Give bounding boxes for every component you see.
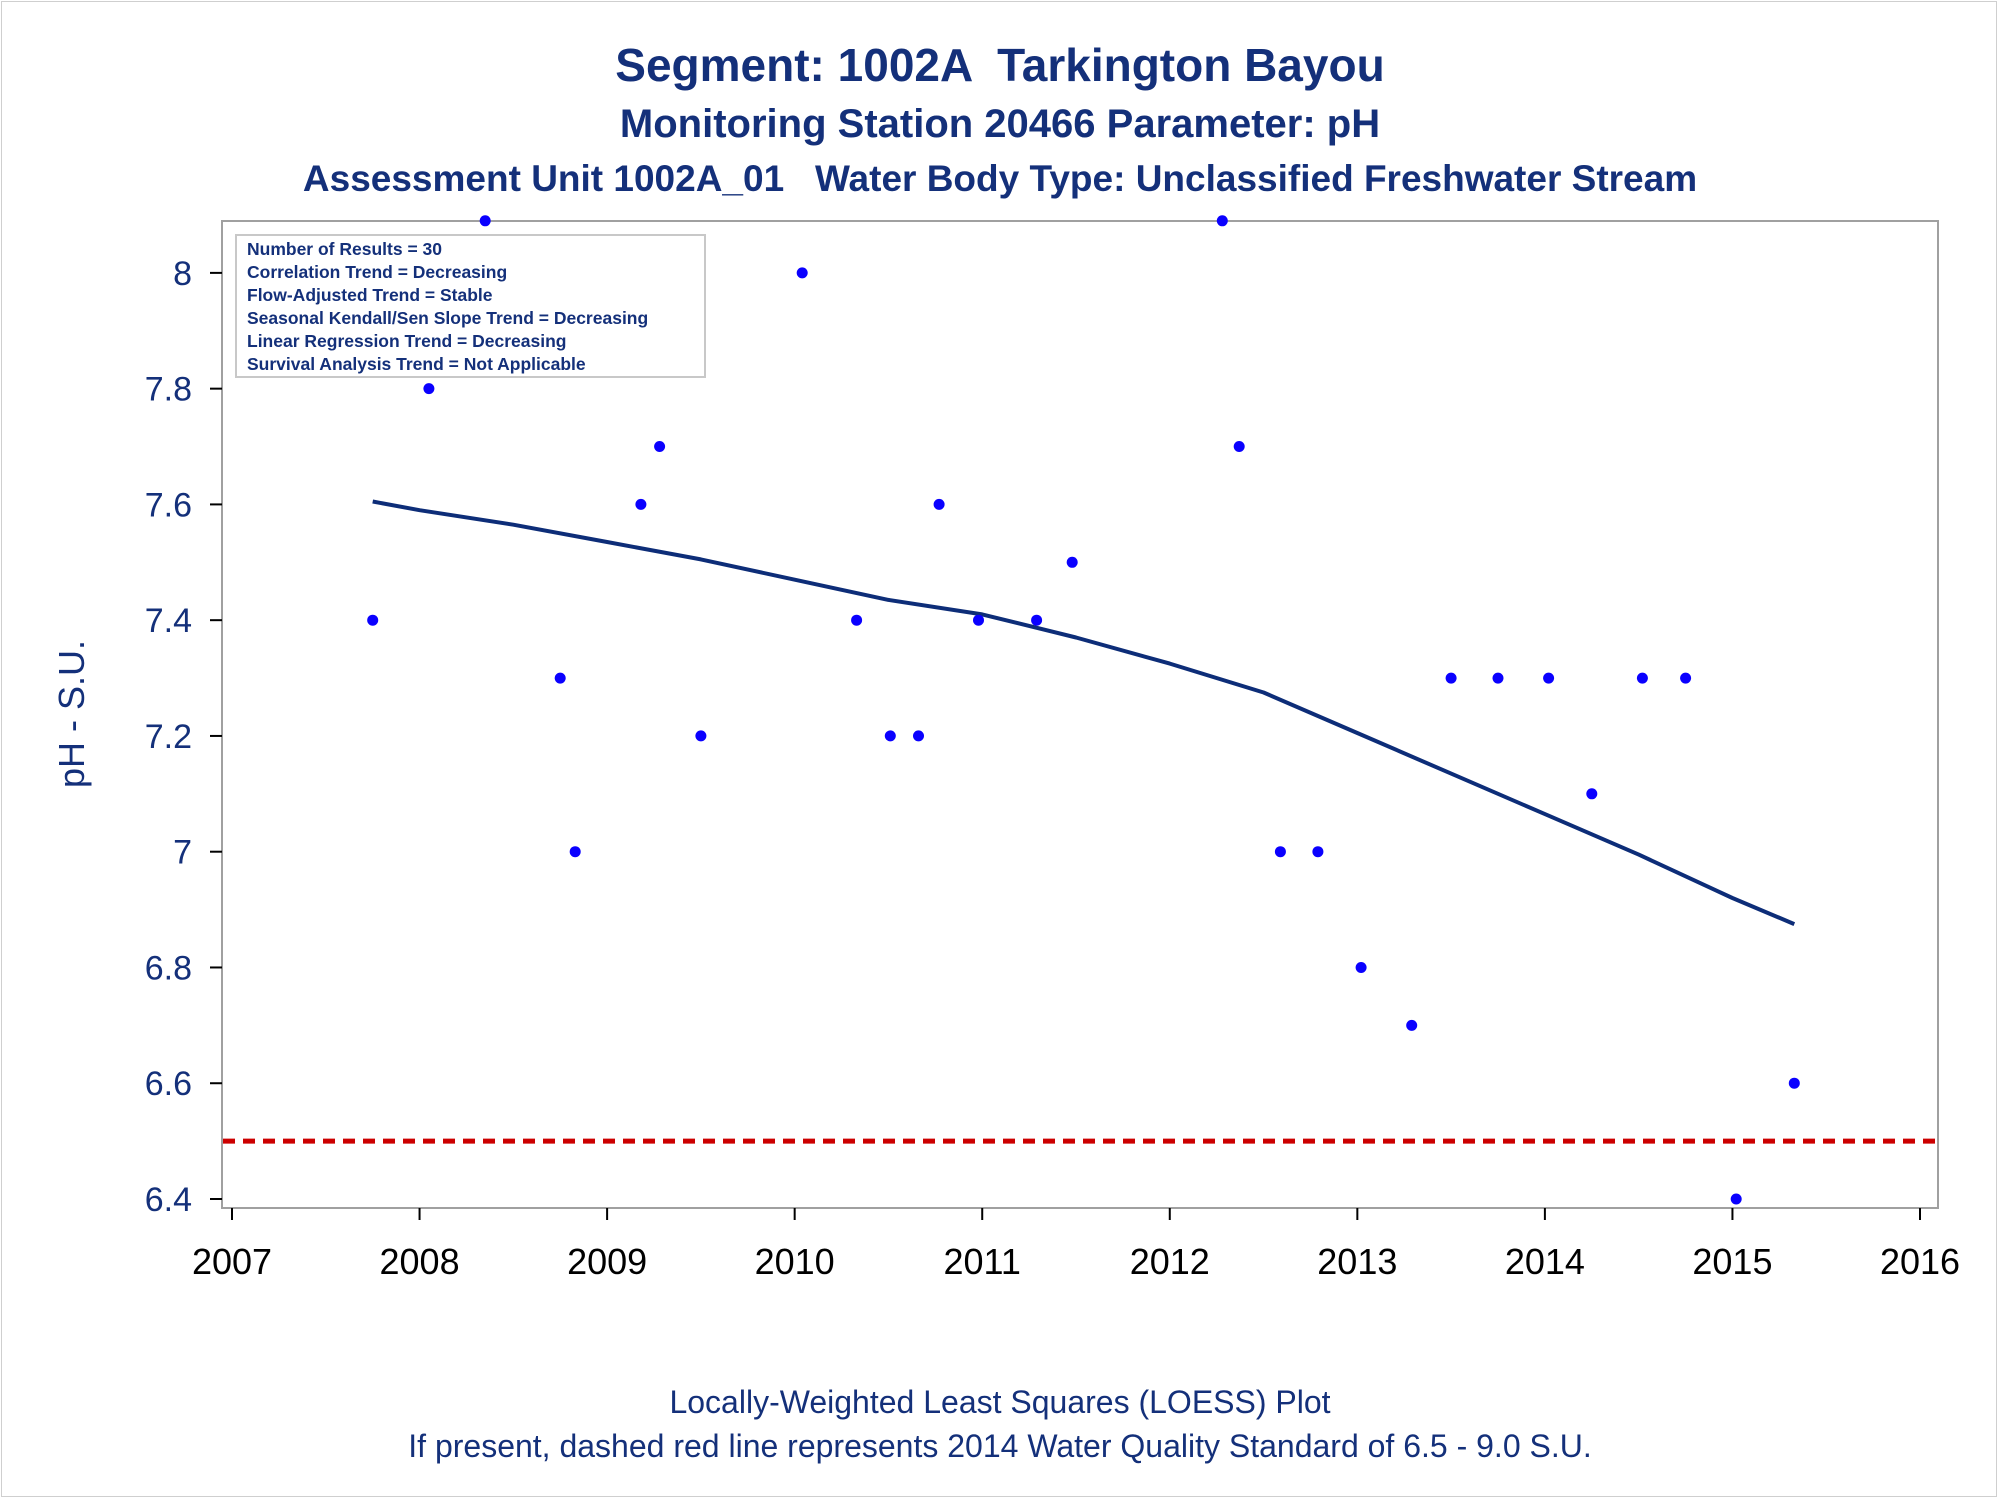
inset-box [235, 234, 706, 378]
data-point [1543, 672, 1555, 684]
data-point [973, 614, 984, 626]
data-point [933, 498, 945, 510]
statistics-inset: Number of Results = 30 Correlation Trend… [235, 234, 706, 378]
data-point [1355, 962, 1367, 973]
inset-line: Survival Analysis Trend = Not Applicable [247, 354, 586, 374]
y-tick-label: 6.6 [145, 1065, 192, 1103]
data-point [1066, 556, 1078, 568]
y-tick-label: 7.8 [145, 371, 192, 409]
inset-line: Number of Results = 30 [247, 239, 442, 259]
x-tick-label: 2014 [1505, 1241, 1585, 1282]
data-point [796, 267, 808, 279]
y-tick-label: 7.4 [145, 602, 192, 640]
data-point [554, 672, 566, 684]
inset-line: Correlation Trend = Decreasing [247, 262, 507, 282]
x-tick-label: 2009 [567, 1241, 647, 1282]
data-point [479, 215, 491, 227]
loess-group [372, 499, 1796, 926]
data-point [1406, 1019, 1418, 1031]
x-tick-label: 2012 [1130, 1241, 1210, 1282]
x-tick-label: 2008 [380, 1241, 460, 1282]
chart-subtitle-2: Assessment Unit 1002A_01 Water Body Type… [302, 158, 1698, 199]
loess-curve [372, 499, 1796, 926]
y-tick-label: 7 [173, 834, 192, 872]
footnote-method: Locally-Weighted Least Squares (LOESS) P… [669, 1384, 1331, 1420]
x-tick-label: 2007 [192, 1241, 272, 1282]
data-point [1636, 672, 1648, 684]
data-point [423, 383, 435, 395]
data-point [1274, 846, 1286, 858]
data-point [1586, 788, 1598, 800]
footnote-standard: If present, dashed red line represents 2… [408, 1428, 1592, 1464]
data-point [851, 614, 863, 626]
data-point [884, 730, 896, 742]
y-tick-label: 6.8 [145, 949, 192, 987]
y-tick-label: 8 [173, 255, 192, 293]
chart-subtitle: Monitoring Station 20466 Parameter: pH [619, 102, 1381, 146]
inset-line: Seasonal Kendall/Sen Slope Trend = Decre… [247, 308, 648, 328]
data-point [367, 614, 379, 626]
x-tick-label: 2013 [1317, 1241, 1397, 1282]
data-point [1233, 441, 1245, 452]
y-tick-label: 7.2 [145, 718, 192, 756]
data-points [367, 215, 1800, 1205]
x-tick-label: 2015 [1692, 1241, 1772, 1282]
data-point [569, 846, 581, 858]
x-tick-label: 2016 [1880, 1241, 1960, 1282]
data-point [1788, 1077, 1800, 1089]
inset-line: Flow-Adjusted Trend = Stable [247, 285, 493, 305]
x-tick-label: 2011 [944, 1241, 1021, 1282]
data-point [1031, 614, 1043, 626]
data-point [1680, 672, 1692, 684]
data-point [913, 730, 924, 742]
axes: 2007 2008 2009 2010 2011 2012 2013 2014 2015 2016… [145, 221, 1960, 1282]
y-tick-label: 7.6 [145, 486, 192, 524]
chart-title: Segment: 1002A Tarkington Bayou [615, 39, 1385, 91]
data-point [1216, 215, 1228, 227]
data-point [654, 441, 666, 452]
data-point [695, 730, 707, 742]
data-point [635, 498, 647, 510]
data-point [1730, 1193, 1742, 1205]
data-point [1445, 672, 1457, 684]
y-axis-label: pH - S.U. [51, 640, 92, 788]
data-point [1492, 672, 1504, 684]
inset-line: Linear Regression Trend = Decreasing [247, 331, 567, 351]
data-point [1312, 846, 1324, 858]
x-tick-label: 2010 [755, 1241, 835, 1282]
y-tick-label: 6.4 [145, 1181, 192, 1219]
